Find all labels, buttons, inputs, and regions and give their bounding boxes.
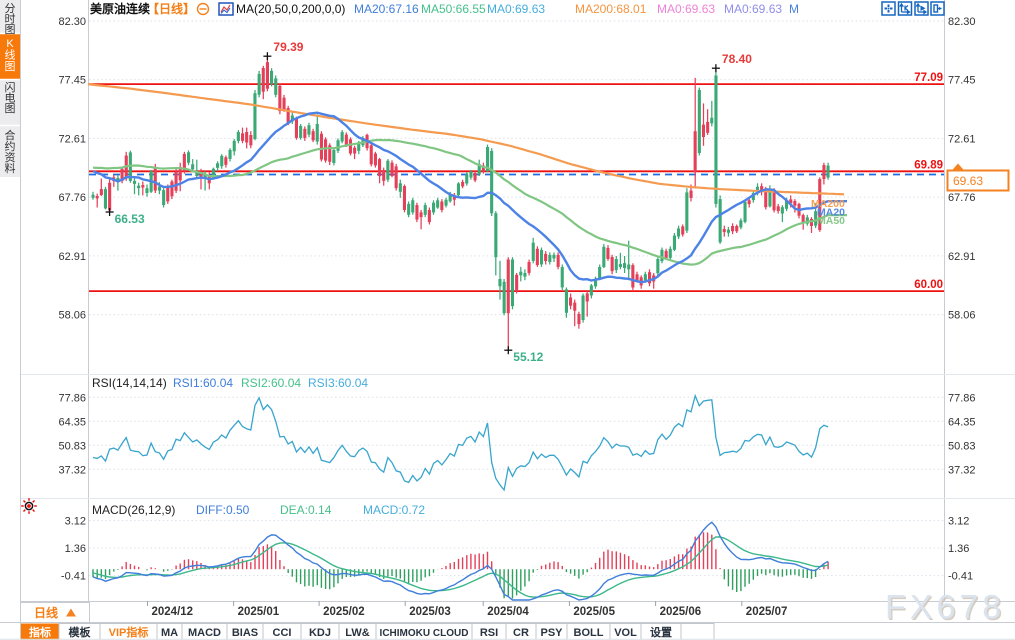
svg-text:62.91: 62.91 [948, 251, 976, 263]
svg-text:VIP指标: VIP指标 [109, 625, 149, 639]
svg-text:ICHIMOKU CLOUD: ICHIMOKU CLOUD [380, 628, 469, 639]
svg-text:日线: 日线 [34, 605, 58, 620]
svg-text:72.61: 72.61 [58, 133, 86, 145]
svg-text:82.30: 82.30 [58, 16, 86, 28]
svg-text:1.36: 1.36 [948, 543, 969, 555]
svg-text:RSI1:60.04: RSI1:60.04 [173, 376, 233, 390]
svg-text:合: 合 [5, 128, 16, 142]
svg-text:-0.41: -0.41 [61, 571, 86, 583]
svg-text:约: 约 [5, 140, 16, 153]
svg-text:2025/04: 2025/04 [487, 606, 529, 618]
svg-text:MA0:69.63: MA0:69.63 [487, 2, 545, 16]
svg-text:图: 图 [5, 102, 16, 115]
svg-text:RSI2:60.04: RSI2:60.04 [241, 376, 301, 390]
svg-text:67.76: 67.76 [58, 192, 86, 204]
svg-text:1.36: 1.36 [65, 543, 86, 555]
svg-text:BOLL: BOLL [574, 627, 604, 639]
svg-text:37.32: 37.32 [948, 464, 976, 476]
svg-text:66.53: 66.53 [115, 212, 145, 226]
svg-text:MA200: MA200 [811, 198, 845, 210]
svg-text:2024/12: 2024/12 [152, 606, 194, 618]
svg-text:料: 料 [5, 161, 16, 175]
svg-text:资: 资 [5, 151, 16, 164]
svg-text:MA20:67.16: MA20:67.16 [354, 2, 419, 16]
svg-text:M: M [789, 2, 799, 16]
svg-text:62.91: 62.91 [58, 251, 86, 263]
svg-text:CCI: CCI [273, 627, 292, 639]
svg-text:RSI3:60.04: RSI3:60.04 [308, 376, 368, 390]
svg-text:77.86: 77.86 [58, 392, 86, 404]
svg-text:55.12: 55.12 [513, 350, 543, 364]
svg-text:69.63: 69.63 [953, 174, 983, 188]
svg-text:MA: MA [161, 627, 178, 639]
svg-text:69.89: 69.89 [914, 159, 943, 171]
svg-text:58.06: 58.06 [58, 310, 86, 322]
svg-text:-0.41: -0.41 [948, 571, 973, 583]
svg-text:72.61: 72.61 [948, 133, 976, 145]
svg-text:MA20: MA20 [817, 207, 845, 219]
svg-text:50.83: 50.83 [58, 440, 86, 452]
svg-text:MACD:0.72: MACD:0.72 [363, 503, 425, 517]
svg-text:MA(20,50,0,200,0,0): MA(20,50,0,200,0,0) [236, 2, 345, 16]
svg-text:MA50: MA50 [817, 215, 845, 227]
svg-text:3.12: 3.12 [65, 516, 86, 528]
svg-text:64.35: 64.35 [58, 416, 86, 428]
svg-text:77.45: 77.45 [58, 75, 86, 87]
svg-text:LW&: LW& [345, 627, 369, 639]
svg-text:RSI: RSI [480, 627, 498, 639]
svg-text:MA0:69.63: MA0:69.63 [657, 2, 715, 16]
svg-text:FX678: FX678 [887, 590, 1007, 628]
svg-text:BIAS: BIAS [232, 627, 258, 639]
svg-text:K: K [6, 38, 14, 50]
svg-text:79.39: 79.39 [273, 40, 303, 54]
svg-text:指标: 指标 [29, 625, 51, 639]
svg-text:KDJ: KDJ [309, 627, 331, 639]
svg-text:2025/06: 2025/06 [660, 606, 702, 618]
svg-text:60.00: 60.00 [914, 279, 943, 291]
svg-text:图: 图 [5, 23, 16, 36]
svg-text:线: 线 [5, 48, 16, 62]
svg-text:78.40: 78.40 [722, 52, 752, 66]
svg-text:77.45: 77.45 [948, 75, 976, 87]
svg-text:MA0:69.63: MA0:69.63 [724, 2, 782, 16]
svg-text:CR: CR [513, 627, 529, 639]
svg-text:模板: 模板 [69, 625, 92, 639]
svg-text:MACD: MACD [188, 627, 221, 639]
svg-text:50.83: 50.83 [948, 440, 976, 452]
svg-text:RSI(14,14,14): RSI(14,14,14) [92, 376, 167, 390]
svg-text:时: 时 [5, 13, 16, 26]
svg-text:【日线】: 【日线】 [147, 1, 195, 16]
svg-text:闪: 闪 [5, 80, 16, 94]
svg-text:2025/07: 2025/07 [746, 606, 788, 618]
svg-text:2025/03: 2025/03 [409, 606, 451, 618]
svg-text:3.12: 3.12 [948, 516, 969, 528]
svg-text:58.06: 58.06 [948, 310, 976, 322]
svg-text:82.30: 82.30 [948, 16, 976, 28]
svg-text:VOL: VOL [614, 627, 637, 639]
svg-text:分: 分 [5, 2, 16, 15]
svg-text:MA200:68.01: MA200:68.01 [575, 2, 647, 16]
svg-text:MACD(26,12,9): MACD(26,12,9) [92, 503, 175, 517]
svg-text:77.86: 77.86 [948, 392, 976, 404]
svg-text:MA50:66.55: MA50:66.55 [421, 2, 486, 16]
svg-text:图: 图 [5, 60, 16, 73]
svg-text:2025/05: 2025/05 [573, 606, 615, 618]
svg-text:67.76: 67.76 [948, 192, 976, 204]
svg-text:设置: 设置 [650, 625, 672, 639]
svg-text:64.35: 64.35 [948, 416, 976, 428]
svg-text:PSY: PSY [540, 627, 563, 639]
svg-text:37.32: 37.32 [58, 464, 86, 476]
svg-text:77.09: 77.09 [914, 72, 943, 84]
svg-text:FX678: FX678 [885, 589, 1005, 627]
svg-text:DEA:0.14: DEA:0.14 [280, 503, 332, 517]
svg-text:2025/02: 2025/02 [323, 606, 365, 618]
svg-text:2025/01: 2025/01 [238, 606, 280, 618]
svg-text:美原油连续: 美原油连续 [90, 1, 150, 16]
svg-text:电: 电 [5, 92, 16, 105]
svg-text:DIFF:0.50: DIFF:0.50 [196, 503, 250, 517]
